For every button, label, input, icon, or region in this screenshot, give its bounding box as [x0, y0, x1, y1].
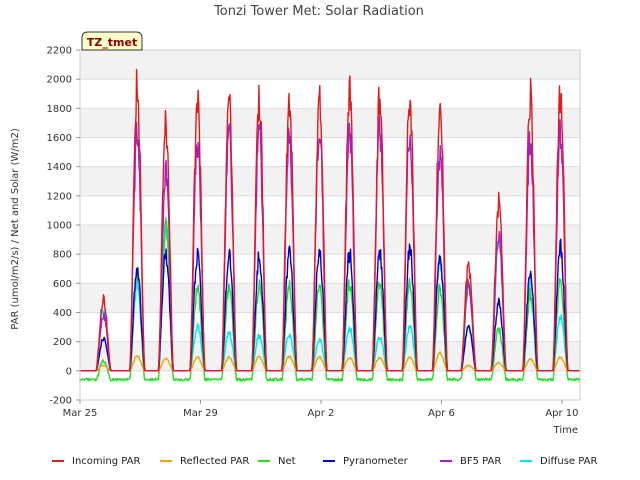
y-tick-label: 1200: [47, 191, 72, 202]
x-tick-label: Apr 6: [428, 408, 455, 419]
y-tick-label: 2200: [47, 46, 72, 57]
legend-label: Incoming PAR: [72, 456, 141, 467]
y-axis-label: PAR (umol/m2/s) / Net and Solar (W/m2): [10, 128, 21, 330]
legend-label: Diffuse PAR: [540, 456, 597, 467]
x-tick-label: Apr 2: [308, 408, 335, 419]
chart-title: Tonzi Tower Met: Solar Radiation: [213, 4, 424, 19]
x-axis-ticks: Mar 25 Mar 29 Apr 2 Apr 6 Apr 10: [63, 400, 579, 419]
y-tick-label: 2000: [47, 75, 72, 86]
x-tick-label: Apr 10: [545, 408, 578, 419]
site-tag-box: [81, 31, 143, 51]
plot-band: [80, 79, 580, 109]
y-tick-label: 0: [66, 366, 72, 377]
legend: Incoming PAR Reflected PAR Net Pyranometer B…: [52, 456, 597, 467]
y-tick-label: 800: [53, 250, 72, 261]
plot-band: [80, 166, 580, 196]
legend-label: BF5 PAR: [460, 456, 501, 467]
series-layer: [79, 68, 581, 382]
legend-label: Pyranometer: [343, 456, 409, 467]
legend-label: Reflected PAR: [180, 456, 249, 467]
series-line: [79, 68, 581, 372]
y-tick-label: 1400: [47, 162, 72, 173]
plot-band: [80, 195, 580, 225]
y-tick-label: 600: [53, 279, 72, 290]
plot-band: [80, 370, 580, 400]
plot-band: [80, 225, 580, 255]
plot-band: [80, 50, 580, 80]
y-tick-label: 1600: [47, 133, 72, 144]
legend-label: Net: [278, 456, 296, 467]
site-tag-label: TZ_tmet: [87, 36, 137, 49]
y-axis-ticks: -200 0 200 400 600 800 1000 1200 1400 1600 1800 200…: [47, 46, 80, 407]
x-tick-label: Mar 29: [183, 408, 218, 419]
y-tick-label: 1800: [47, 104, 72, 115]
site-tag: TZ_tmet: [81, 31, 143, 51]
x-axis-label: Time: [553, 425, 578, 436]
y-tick-label: -200: [49, 396, 72, 407]
plot-band: [80, 137, 580, 167]
y-tick-label: 400: [53, 308, 72, 319]
x-tick-label: Mar 25: [63, 408, 98, 419]
plot-band: [80, 283, 580, 313]
y-tick-label: 1000: [47, 221, 72, 232]
y-tick-label: 200: [53, 337, 72, 348]
plot-band: [80, 341, 580, 371]
plot-band: [80, 108, 580, 138]
plot-band: [80, 254, 580, 284]
